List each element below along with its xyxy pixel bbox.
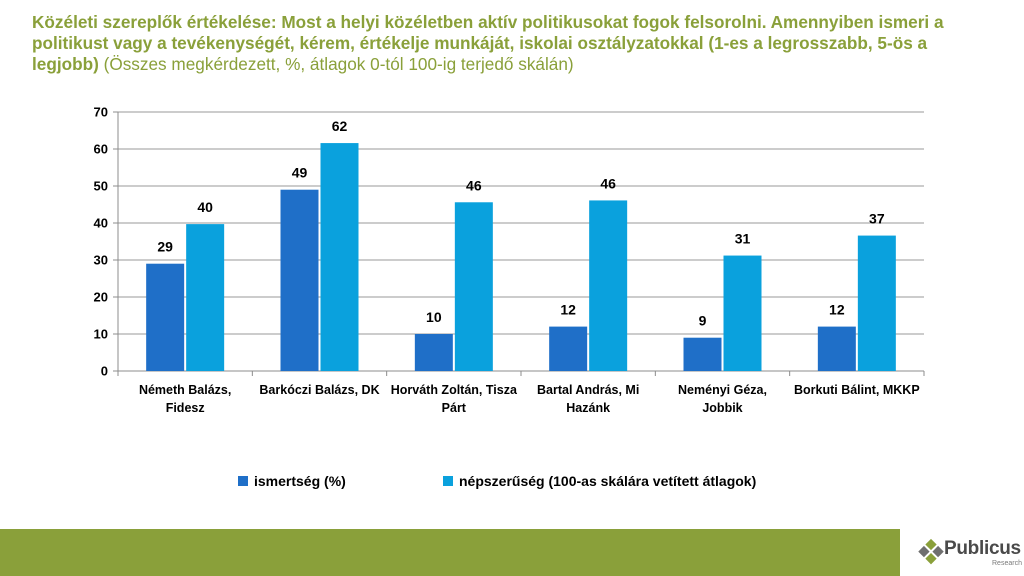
data-label: 40: [197, 199, 213, 215]
y-tick-label: 20: [94, 290, 108, 305]
logo-sub: Research: [992, 560, 1022, 567]
bar-nepszeruseg: [723, 255, 762, 371]
data-label: 46: [466, 177, 482, 193]
data-label: 10: [426, 309, 442, 325]
logo-icon: [918, 538, 944, 565]
data-label: 29: [157, 239, 173, 255]
footer-bar: [0, 529, 900, 576]
data-label: 46: [600, 175, 616, 191]
category-label: Borkuti Bálint, MKKP: [794, 383, 920, 397]
chart-title-main: Közéleti szereplők értékelése: Most a he…: [32, 12, 944, 74]
y-tick-label: 0: [101, 364, 108, 379]
category-label: Horváth Zoltán, Tisza: [391, 383, 518, 397]
data-label: 49: [292, 165, 308, 181]
data-label: 12: [560, 302, 576, 318]
legend-label: népszerűség (100-as skálára vetített átl…: [459, 473, 756, 489]
chart-title: Közéleti szereplők értékelése: Most a he…: [32, 12, 992, 75]
data-label: 62: [332, 118, 348, 134]
logo-name: Publicus: [944, 538, 1021, 559]
legend-swatch-nepszeruseg: [443, 476, 453, 486]
bar-nepszeruseg: [186, 224, 225, 371]
data-label: 9: [699, 313, 707, 329]
y-tick-label: 30: [94, 253, 108, 268]
data-label: 31: [735, 231, 751, 247]
bar-ismertseg: [549, 326, 588, 371]
y-tick-label: 50: [94, 179, 108, 194]
bar-nepszeruseg: [320, 143, 359, 371]
y-tick-label: 10: [94, 327, 108, 342]
category-label: Bartal András, Mi: [537, 383, 639, 397]
data-label: 37: [869, 211, 885, 227]
chart-title-note: (Összes megkérdezett, %, átlagok 0-tól 1…: [98, 54, 574, 74]
publicus-logo: Publicus Research: [916, 532, 1024, 576]
category-label: Fidesz: [166, 401, 205, 415]
y-tick-label: 70: [94, 105, 108, 120]
legend-label: ismertség (%): [254, 473, 346, 489]
category-label: Jobbik: [702, 401, 742, 415]
bar-nepszeruseg: [857, 235, 896, 371]
bar-ismertseg: [146, 263, 185, 371]
category-label: Barkóczi Balázs, DK: [259, 383, 379, 397]
bar-nepszeruseg: [454, 202, 493, 371]
bar-nepszeruseg: [589, 200, 628, 371]
legend-swatch-ismertseg: [238, 476, 248, 486]
bar-ismertseg: [414, 334, 453, 371]
category-label: Hazánk: [566, 401, 610, 415]
data-label: 12: [829, 302, 845, 318]
y-tick-label: 60: [94, 142, 108, 157]
category-label: Neményi Géza,: [678, 383, 767, 397]
category-label: Párt: [442, 401, 467, 415]
bar-ismertseg: [683, 337, 722, 371]
y-tick-label: 40: [94, 216, 108, 231]
bar-ismertseg: [817, 326, 856, 371]
category-label: Németh Balázs,: [139, 383, 231, 397]
bar-ismertseg: [280, 189, 319, 371]
